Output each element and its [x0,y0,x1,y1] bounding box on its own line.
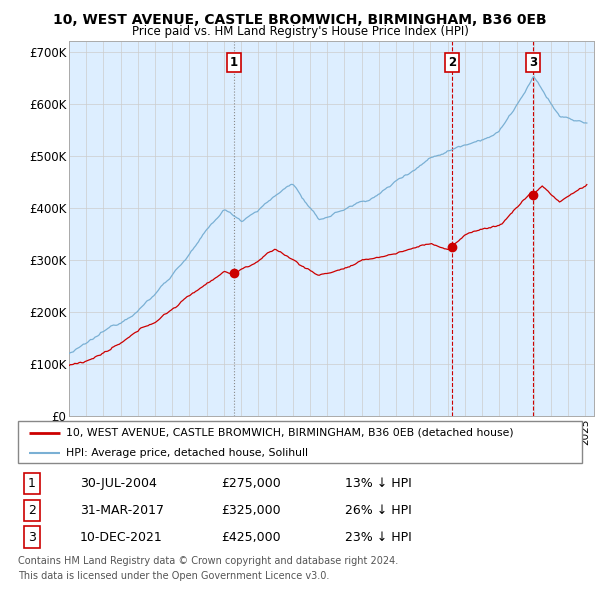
Text: 26% ↓ HPI: 26% ↓ HPI [345,504,412,517]
Text: 2: 2 [28,504,36,517]
Text: Contains HM Land Registry data © Crown copyright and database right 2024.: Contains HM Land Registry data © Crown c… [18,556,398,566]
Text: £325,000: £325,000 [221,504,281,517]
Text: 10, WEST AVENUE, CASTLE BROMWICH, BIRMINGHAM, B36 0EB: 10, WEST AVENUE, CASTLE BROMWICH, BIRMIN… [53,13,547,27]
Text: Price paid vs. HM Land Registry's House Price Index (HPI): Price paid vs. HM Land Registry's House … [131,25,469,38]
Text: £275,000: £275,000 [221,477,281,490]
FancyBboxPatch shape [18,421,582,463]
Text: 3: 3 [529,55,537,68]
Text: 3: 3 [28,531,36,544]
Text: This data is licensed under the Open Government Licence v3.0.: This data is licensed under the Open Gov… [18,571,329,581]
Text: 10, WEST AVENUE, CASTLE BROMWICH, BIRMINGHAM, B36 0EB (detached house): 10, WEST AVENUE, CASTLE BROMWICH, BIRMIN… [66,428,514,438]
Text: 1: 1 [28,477,36,490]
Text: HPI: Average price, detached house, Solihull: HPI: Average price, detached house, Soli… [66,448,308,457]
Text: 10-DEC-2021: 10-DEC-2021 [80,531,163,544]
Text: £425,000: £425,000 [221,531,281,544]
Text: 1: 1 [230,55,238,68]
Text: 31-MAR-2017: 31-MAR-2017 [80,504,164,517]
Text: 2: 2 [448,55,456,68]
Text: 30-JUL-2004: 30-JUL-2004 [80,477,157,490]
Text: 13% ↓ HPI: 13% ↓ HPI [345,477,412,490]
Text: 23% ↓ HPI: 23% ↓ HPI [345,531,412,544]
